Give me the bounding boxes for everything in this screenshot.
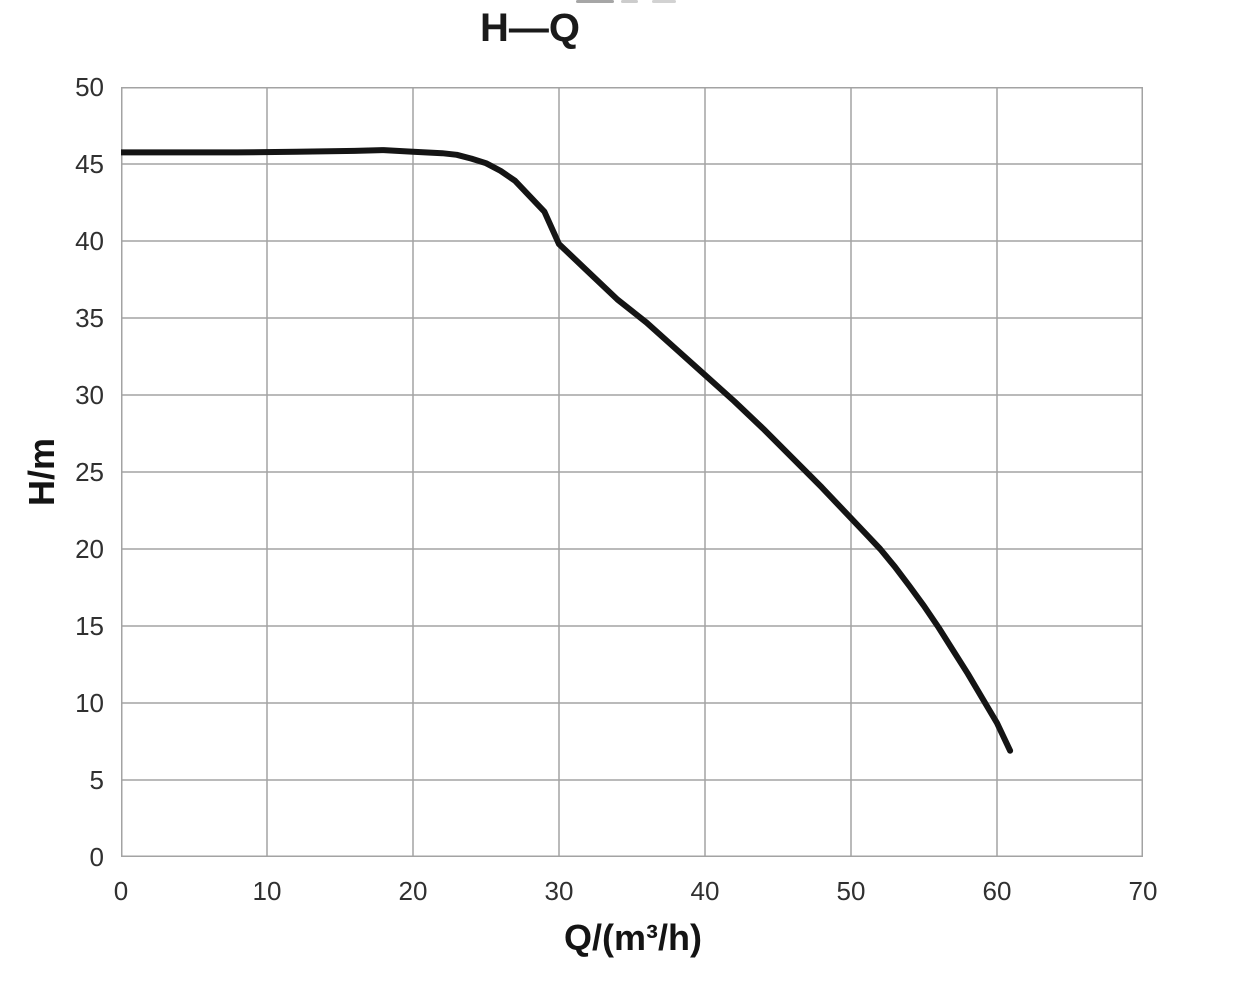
plot-svg (121, 87, 1143, 857)
y-tick-label: 5 (89, 765, 104, 795)
y-tick-label: 0 (89, 842, 104, 872)
x-axis-title: Q/(m³/h) (564, 917, 702, 958)
x-tick-label: 40 (690, 876, 720, 906)
chart-title: H—Q (480, 6, 580, 50)
clipped-text-mark (576, 0, 614, 3)
y-tick-label: 50 (75, 72, 104, 102)
y-tick-label: 40 (75, 226, 104, 256)
clipped-text-mark (652, 0, 676, 3)
y-tick-label: 10 (75, 688, 104, 718)
plot-area (121, 87, 1143, 857)
x-tick-label: 10 (252, 876, 282, 906)
y-axis-title: H/m (21, 437, 62, 507)
x-tick-label: 50 (836, 876, 866, 906)
y-tick-label: 20 (75, 534, 104, 564)
y-tick-label: 25 (75, 457, 104, 487)
y-tick-label: 30 (75, 380, 104, 410)
x-tick-label: 60 (982, 876, 1012, 906)
clipped-text-mark (621, 0, 638, 3)
y-tick-label: 45 (75, 149, 104, 179)
x-tick-label: 0 (113, 876, 129, 906)
x-tick-label: 70 (1128, 876, 1158, 906)
y-tick-label: 15 (75, 611, 104, 641)
y-tick-label: 35 (75, 303, 104, 333)
clipped-text-fragment (0, 0, 1239, 6)
curve-pump-head-curve-H-vs-Q (121, 147, 1014, 754)
x-tick-label: 30 (544, 876, 574, 906)
x-tick-label: 20 (398, 876, 428, 906)
